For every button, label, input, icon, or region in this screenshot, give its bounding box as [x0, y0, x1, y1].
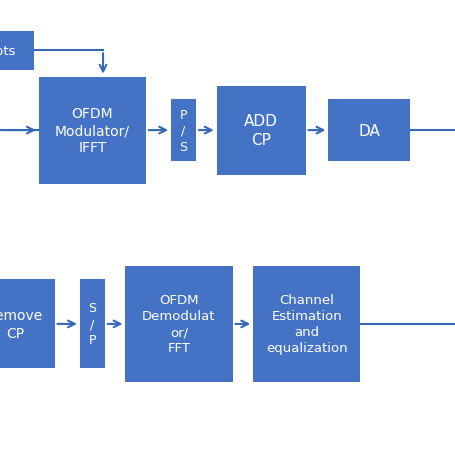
Text: Remove
CP: Remove CP	[0, 308, 43, 340]
FancyBboxPatch shape	[39, 77, 146, 184]
Text: Channel
Estimation
and
equalization: Channel Estimation and equalization	[265, 294, 347, 354]
Text: OFDM
Modulator/
IFFT: OFDM Modulator/ IFFT	[55, 106, 130, 155]
FancyBboxPatch shape	[125, 266, 232, 382]
FancyBboxPatch shape	[80, 280, 105, 369]
FancyBboxPatch shape	[0, 32, 34, 71]
FancyBboxPatch shape	[328, 100, 410, 162]
Text: Pilots: Pilots	[0, 45, 16, 58]
FancyBboxPatch shape	[216, 86, 305, 175]
Text: S
/
P: S / P	[88, 302, 96, 347]
Text: DA: DA	[358, 123, 379, 138]
Text: ADD
CP: ADD CP	[243, 114, 278, 147]
Text: OFDM
Demodulat
or/
FFT: OFDM Demodulat or/ FFT	[142, 294, 215, 354]
FancyBboxPatch shape	[171, 100, 196, 162]
Text: P
/
S: P / S	[179, 108, 187, 153]
FancyBboxPatch shape	[0, 280, 55, 369]
FancyBboxPatch shape	[253, 266, 359, 382]
